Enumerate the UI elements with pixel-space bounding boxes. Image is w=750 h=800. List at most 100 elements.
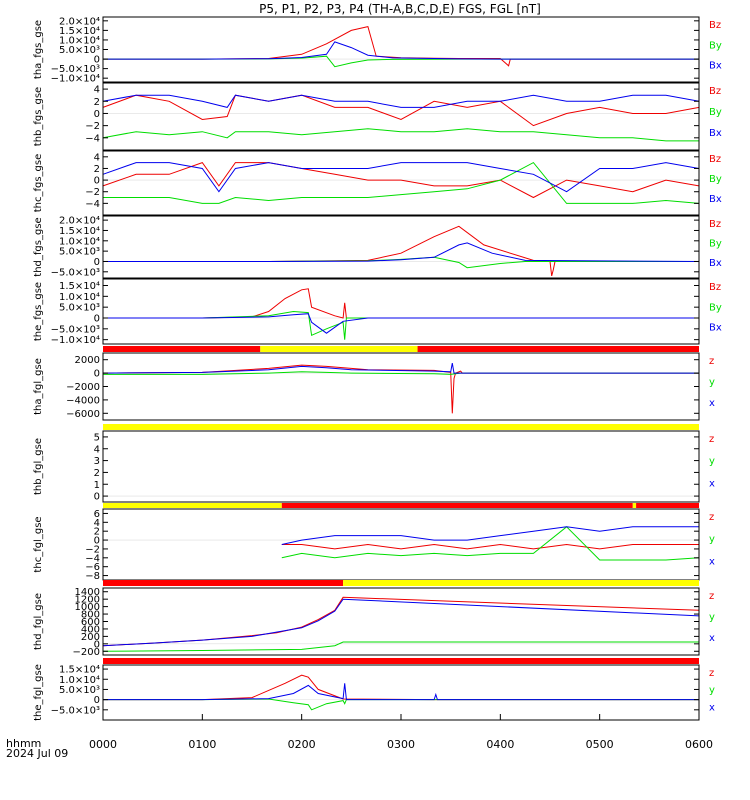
y-tick-label: 5.0×10³ [59,45,100,56]
panel-thc_fgs_gse: −4−2024 thc_fgs_gse Bz By Bx [33,150,722,216]
y-tick-label: 1200 [75,595,100,606]
y-axis-label: thb_fgs_gse [33,87,44,146]
series-z-line [281,543,699,550]
panel-stack: −1.0×10⁴−5.0×10³05.0×10³1.0×10⁴1.5×10⁴2.… [33,16,722,721]
legend-By: By [709,302,722,313]
x-tick-label: 0500 [586,738,614,751]
series-By-line [103,310,699,340]
y-tick-label: 4 [94,518,100,529]
panel-frame [102,278,700,345]
y-tick-label: 0 [94,536,100,547]
y-tick-label: 5.0×10³ [59,303,100,314]
y-tick-label: −4 [85,133,100,144]
status-bar [103,503,699,508]
legend-y: y [709,534,715,545]
status-segment [417,346,699,352]
y-axis-label: tha_fgl_gse [33,358,44,415]
legend-x: x [709,633,715,644]
panel-frame [102,215,700,279]
figure-title: P5, P1, P2, P3, P4 (TH-A,B,C,D,E) FGS, F… [259,2,541,16]
panel-frame [102,352,700,421]
y-tick-label: 4 [94,444,100,455]
y-tick-label: 1.5×10⁴ [59,226,100,237]
series-y-line [103,698,699,711]
y-tick-label: 2 [94,527,100,538]
series-Bz-line [103,288,699,319]
series-y-line [102,641,699,652]
series-x-line [103,683,699,701]
y-tick-label: 0 [94,639,100,650]
panel-tha_fgs_gse: −1.0×10⁴−5.0×10³05.0×10³1.0×10⁴1.5×10⁴2.… [33,16,722,84]
y-tick-label: 1.5×10⁴ [59,281,100,292]
y-tick-label: −2 [85,121,100,132]
x-tick-label: 0000 [89,738,117,751]
status-bar [103,346,699,352]
x-tick-label: 0100 [188,738,216,751]
status-bar [103,580,699,586]
panel-frame [102,16,700,83]
y-tick-label: 0 [94,257,100,268]
y-tick-label: 2.0×10⁴ [59,16,100,27]
status-segment [281,503,633,508]
status-segment [103,503,282,508]
y-tick-label: 2 [94,468,100,479]
status-segment [343,580,699,586]
legend-z: z [709,434,714,445]
legend-Bz: Bz [709,154,721,165]
panel-frame [102,82,700,151]
y-tick-label: 5 [94,432,100,443]
series-z-line [102,596,700,647]
y-axis-label: the_fgs_gse [33,282,44,341]
legend-z: z [709,512,714,523]
y-axis-label: tha_fgs_gse [33,20,44,79]
y-tick-label: 1.5×10⁴ [59,26,100,37]
legend-By: By [709,107,722,118]
legend-Bx: Bx [709,128,722,139]
panel-frame [102,587,700,656]
y-tick-label: 1000 [75,602,100,613]
series-Bz-line [102,94,700,127]
y-tick-label: 0 [94,314,100,325]
y-tick-label: −1.0×10⁴ [51,74,100,85]
y-tick-label: 0 [94,492,100,503]
y-tick-label: −2000 [66,382,100,393]
y-tick-label: −5.0×10³ [51,705,100,716]
y-tick-label: 200 [81,632,100,643]
x-tick-label: 0300 [387,738,415,751]
legend-By: By [709,238,722,249]
legend-x: x [709,702,715,713]
y-tick-label: 2 [94,97,100,108]
legend-Bz: Bz [709,20,721,31]
legend-y: y [709,377,715,388]
status-bar [103,658,699,664]
legend-y: y [709,456,715,467]
series-Bx-line [102,94,700,108]
y-axis-label: thc_fgl_gse [33,516,44,572]
panel-frame [102,508,700,581]
series-y-line [281,526,700,561]
y-tick-label: 6 [94,509,100,520]
y-tick-label: −1.0×10⁴ [51,335,100,346]
legend-Bz: Bz [709,219,721,230]
status-segment [103,658,699,664]
y-tick-label: 1.0×10⁴ [59,35,100,46]
y-tick-label: 2000 [75,355,100,366]
y-tick-label: −200 [73,647,100,658]
y-tick-label: −6 [85,562,100,573]
y-tick-label: 5.0×10³ [59,685,100,696]
legend-Bx: Bx [709,194,722,205]
series-z-line [102,364,699,414]
y-tick-label: 0 [94,176,100,187]
legend-Bx: Bx [709,61,722,72]
legend-Bz: Bz [709,282,721,293]
y-tick-label: −5.0×10³ [51,324,100,335]
x-tick-label: 0400 [486,738,514,751]
status-bar-stack [103,346,699,664]
y-tick-label: 400 [81,624,100,635]
y-tick-label: 0 [94,695,100,706]
y-tick-label: 1.0×10⁴ [59,292,100,303]
status-segment [103,580,344,586]
